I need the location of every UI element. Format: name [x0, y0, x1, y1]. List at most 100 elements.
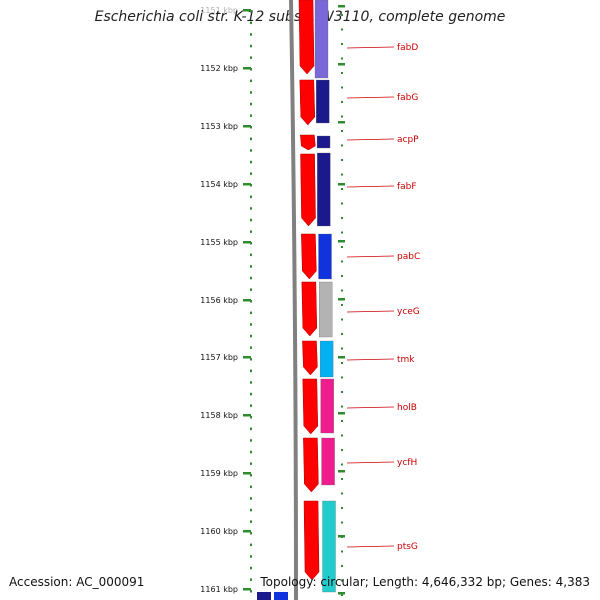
partial-feature[interactable] [274, 592, 288, 600]
gene-label-line [346, 310, 395, 313]
gene-layer [257, 0, 336, 600]
scale-minor-tick [250, 485, 252, 489]
scale-tick-label: 1155 kbp [200, 238, 238, 247]
gene-label-line [346, 406, 395, 409]
scale-minor-tick [250, 114, 252, 117]
forward-strand-feature[interactable] [303, 437, 319, 493]
track-minor-tick [341, 275, 343, 277]
track-tick [338, 470, 345, 473]
forward-strand-feature[interactable] [301, 233, 317, 280]
scale-major-tick [243, 241, 251, 244]
scale-minor-tick [250, 497, 252, 500]
track-minor-tick [341, 565, 343, 567]
scale-tick-label: 1158 kbp [200, 411, 238, 420]
gene-label-fabF[interactable]: fabF [397, 182, 417, 192]
forward-strand-feature[interactable] [303, 500, 320, 581]
scale-minor-tick [250, 474, 252, 477]
scale-minor-tick [250, 346, 252, 349]
scale-minor-tick [250, 218, 252, 222]
scale-minor-tick [250, 369, 252, 373]
partial-feature[interactable] [257, 592, 271, 600]
scale-tick-label: 1153 kbp [200, 122, 238, 131]
scale-minor-tick [250, 416, 252, 419]
forward-strand-feature[interactable] [300, 153, 316, 227]
track-minor-tick [341, 550, 343, 553]
gene-label-line [346, 461, 395, 464]
scale-minor-tick [250, 300, 252, 303]
scale-major-tick [243, 414, 251, 417]
gene-label-ycfH[interactable]: ycfH [397, 458, 417, 468]
track-minor-tick [341, 318, 343, 321]
track-minor-tick [341, 304, 343, 306]
scale-tick-label: 1156 kbp [200, 296, 238, 305]
scale-major-tick [243, 67, 251, 70]
track-minor-tick [341, 28, 343, 31]
scale-minor-tick [250, 242, 252, 245]
gene-label-ptsG[interactable]: ptsG [397, 542, 418, 552]
scale-tick-label: 1159 kbp [200, 469, 238, 478]
track-minor-tick [341, 420, 343, 422]
scale-minor-tick [250, 427, 252, 431]
track-minor-tick [341, 57, 343, 60]
gene-label-tmk[interactable]: tmk [397, 355, 415, 365]
gene-label-line [346, 545, 395, 548]
scale-major-tick [243, 299, 251, 302]
gene-label-pabC[interactable]: pabC [397, 252, 420, 262]
forward-strand-feature[interactable] [300, 134, 316, 151]
gene-label-acpP[interactable]: acpP [397, 135, 419, 145]
scale-minor-tick [250, 520, 252, 523]
scale-minor-tick [250, 334, 252, 338]
track-minor-tick [341, 130, 343, 132]
scale-minor-tick [250, 137, 252, 141]
scale-tick-label: 1160 kbp [200, 527, 238, 536]
scale-layer: 1151 kbp 1152 kbp 1153 kbp 1154 kbp 1155 kbp… [200, 5, 345, 596]
scale-major-tick [243, 356, 251, 359]
gene-label-line [346, 138, 395, 141]
gene-ptsG[interactable] [322, 500, 336, 593]
gene-fabG[interactable] [316, 79, 330, 124]
gene-label-line [346, 46, 395, 49]
forward-strand-feature[interactable] [299, 79, 316, 126]
gene-tmk[interactable] [319, 340, 334, 378]
forward-strand-feature[interactable] [298, 0, 315, 75]
forward-strand-feature[interactable] [301, 281, 318, 337]
scale-tick-label: 1151 kbp [200, 6, 238, 15]
forward-strand-feature[interactable] [302, 378, 319, 435]
gene-holB[interactable] [320, 378, 334, 434]
track-minor-tick [341, 434, 343, 437]
gene-label-fabG[interactable]: fabG [397, 93, 418, 103]
scale-minor-tick [250, 404, 252, 407]
gene-label-fabD[interactable]: fabD [397, 43, 418, 53]
gene-yceG[interactable] [319, 281, 333, 338]
track-minor-tick [341, 43, 343, 45]
track-tick [338, 5, 345, 8]
gene-pabC[interactable] [318, 233, 332, 280]
track-minor-tick [341, 333, 343, 335]
gene-fabD[interactable] [314, 0, 329, 79]
scale-major-tick [243, 9, 251, 12]
track-minor-tick [341, 449, 343, 451]
scale-major-tick [243, 530, 251, 533]
track-minor-tick [341, 405, 343, 408]
gene-label-yceG[interactable]: yceG [397, 307, 420, 317]
gene-label-holB[interactable]: holB [397, 403, 417, 413]
scale-tick-label: 1154 kbp [200, 180, 238, 189]
scale-minor-tick [250, 195, 252, 199]
track-minor-tick [341, 14, 343, 16]
gene-fabF[interactable] [317, 152, 331, 227]
forward-strand-feature[interactable] [302, 340, 318, 376]
track-minor-tick [341, 478, 343, 480]
track-minor-tick [341, 202, 343, 205]
gene-ycfH[interactable] [321, 437, 335, 486]
genome-stats: Topology: circular; Length: 4,646,332 bp… [260, 575, 590, 589]
track-minor-tick [341, 217, 343, 219]
scale-minor-tick [250, 56, 252, 59]
track-minor-tick [341, 492, 343, 495]
gene-label-line [346, 185, 395, 188]
track-minor-tick [341, 594, 343, 596]
track-minor-tick [341, 347, 343, 350]
scale-minor-tick [250, 149, 252, 152]
scale-minor-tick [250, 68, 252, 71]
gene-acpP[interactable] [316, 135, 331, 149]
